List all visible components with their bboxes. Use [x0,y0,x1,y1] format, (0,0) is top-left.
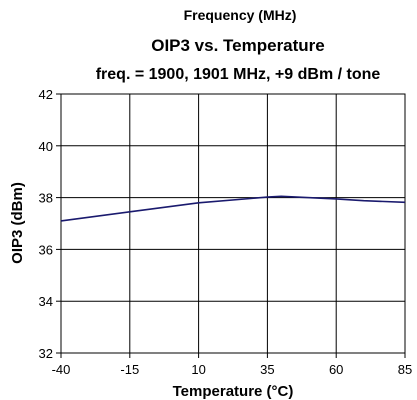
plot-area [60,93,406,354]
tick-labels: -40 -15 10 35 60 85 32 34 36 38 40 42 [39,87,413,377]
x-axis-label: Temperature (°C) [173,383,294,400]
series-layer [60,195,406,222]
y-tick-label: 36 [39,242,53,257]
x-tick-label: 10 [191,362,205,377]
chart-title: OIP3 vs. Temperature [151,36,325,55]
series-line [60,195,406,222]
x-tick-label: 35 [260,362,274,377]
x-tick-label: -15 [120,362,139,377]
y-tick-label: 38 [39,191,53,206]
y-tick-label: 32 [39,346,53,361]
x-tick-label: 60 [329,362,343,377]
y-tick-label: 40 [39,139,53,154]
chart-subtitle: freq. = 1900, 1901 MHz, +9 dBm / tone [96,66,381,83]
chart-top-label: Frequency (MHz) [184,7,297,23]
y-axis-label: OIP3 (dBm) [9,182,26,264]
x-tick-label: 85 [398,362,412,377]
y-tick-label: 34 [39,294,53,309]
grid-lines [56,93,406,358]
y-tick-label: 42 [39,87,53,102]
x-tick-label: -40 [52,362,71,377]
